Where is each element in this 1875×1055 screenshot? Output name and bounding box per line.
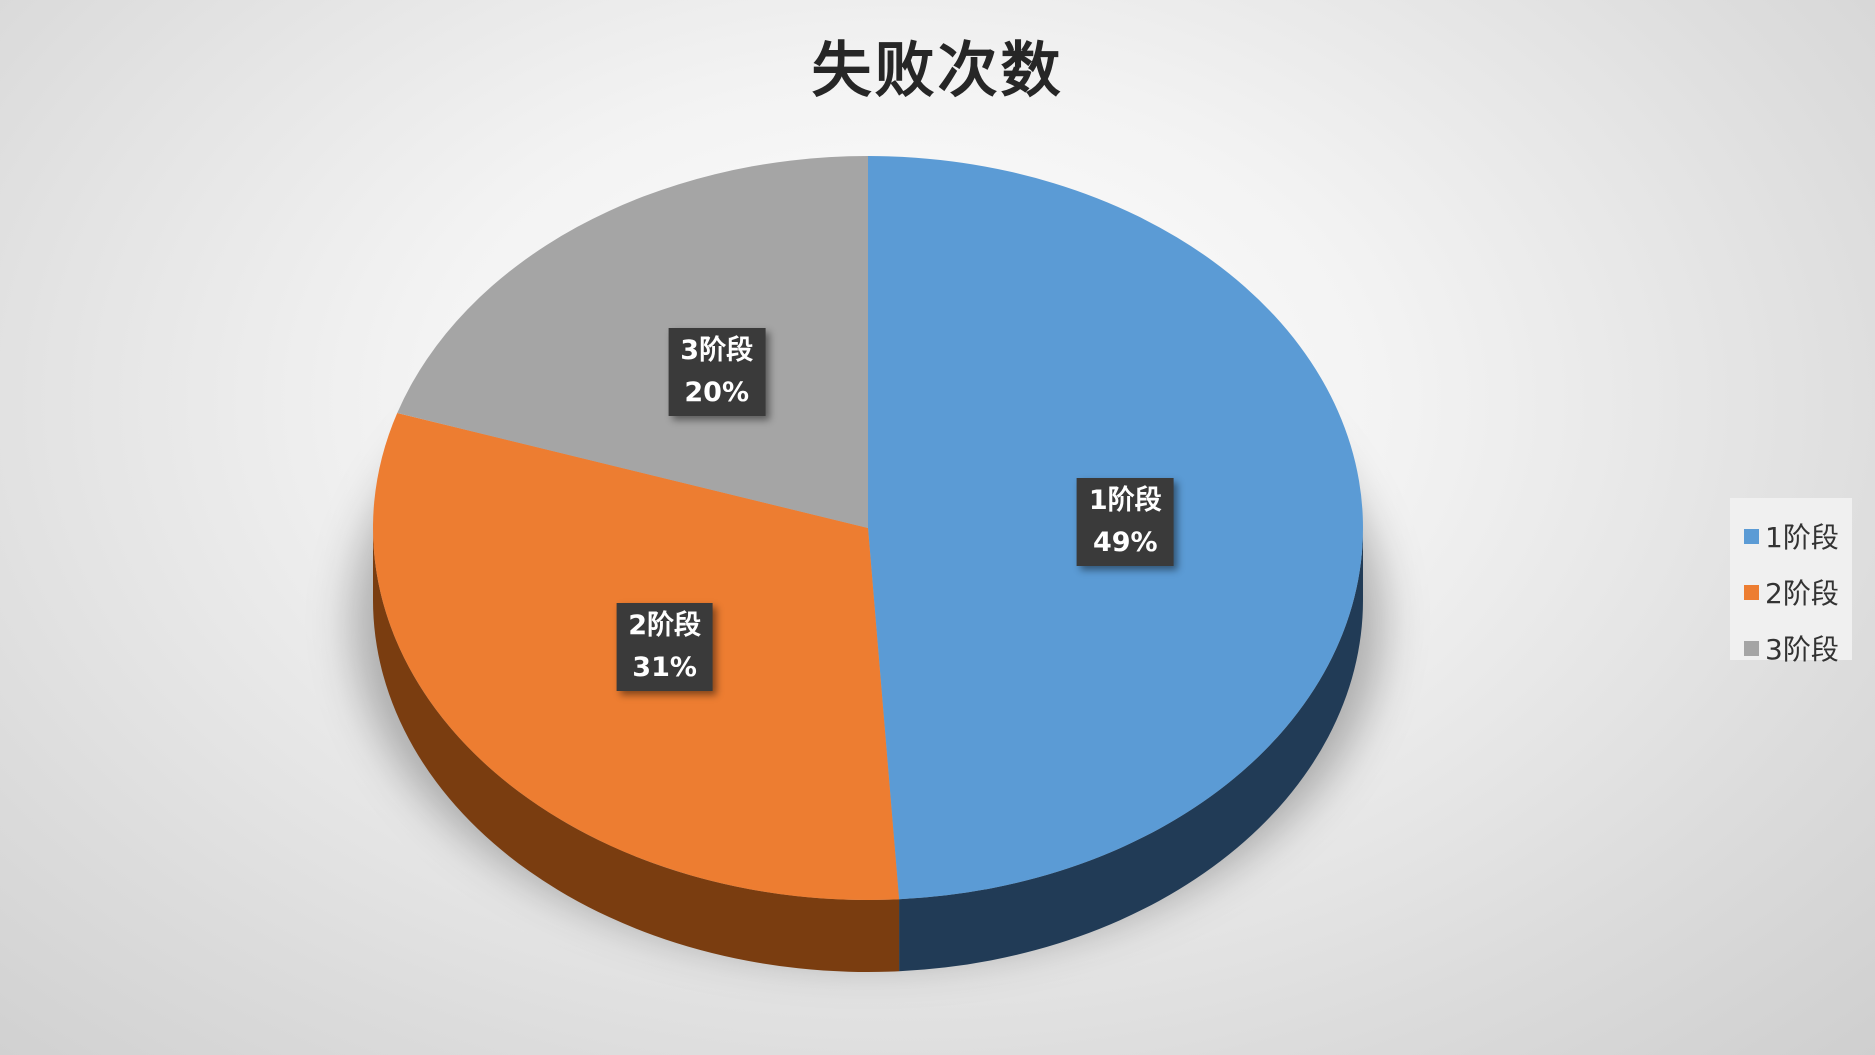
data-label-1: 1阶段 49% [1076,477,1174,566]
data-label-percent: 20% [684,376,750,408]
data-label-percent: 31% [632,651,697,683]
legend-label: 3阶段 [1765,633,1839,666]
legend-item-2: 2阶段 [1730,564,1852,620]
data-label-3: 3阶段 20% [668,327,766,416]
legend-item-3: 3阶段 [1730,620,1852,676]
legend-swatch [1744,640,1759,656]
chart-title: 失败次数 [811,36,1064,106]
legend-label: 1阶段 [1765,521,1839,554]
data-label-2: 2阶段 31% [616,602,714,691]
legend: 1阶段 2阶段 3阶段 [1730,498,1852,666]
legend-swatch [1744,584,1759,600]
data-label-category: 2阶段 [628,609,702,641]
data-label-category: 3阶段 [680,334,754,366]
legend-item-1: 1阶段 [1730,508,1852,564]
pie-slice-3 [397,155,868,528]
data-label-category: 1阶段 [1088,484,1162,516]
legend-swatch [1744,528,1759,544]
pie-side-1 [899,528,1363,972]
data-label-percent: 49% [1092,526,1158,558]
pie-side-2 [373,528,900,972]
legend-label: 2阶段 [1765,577,1839,610]
